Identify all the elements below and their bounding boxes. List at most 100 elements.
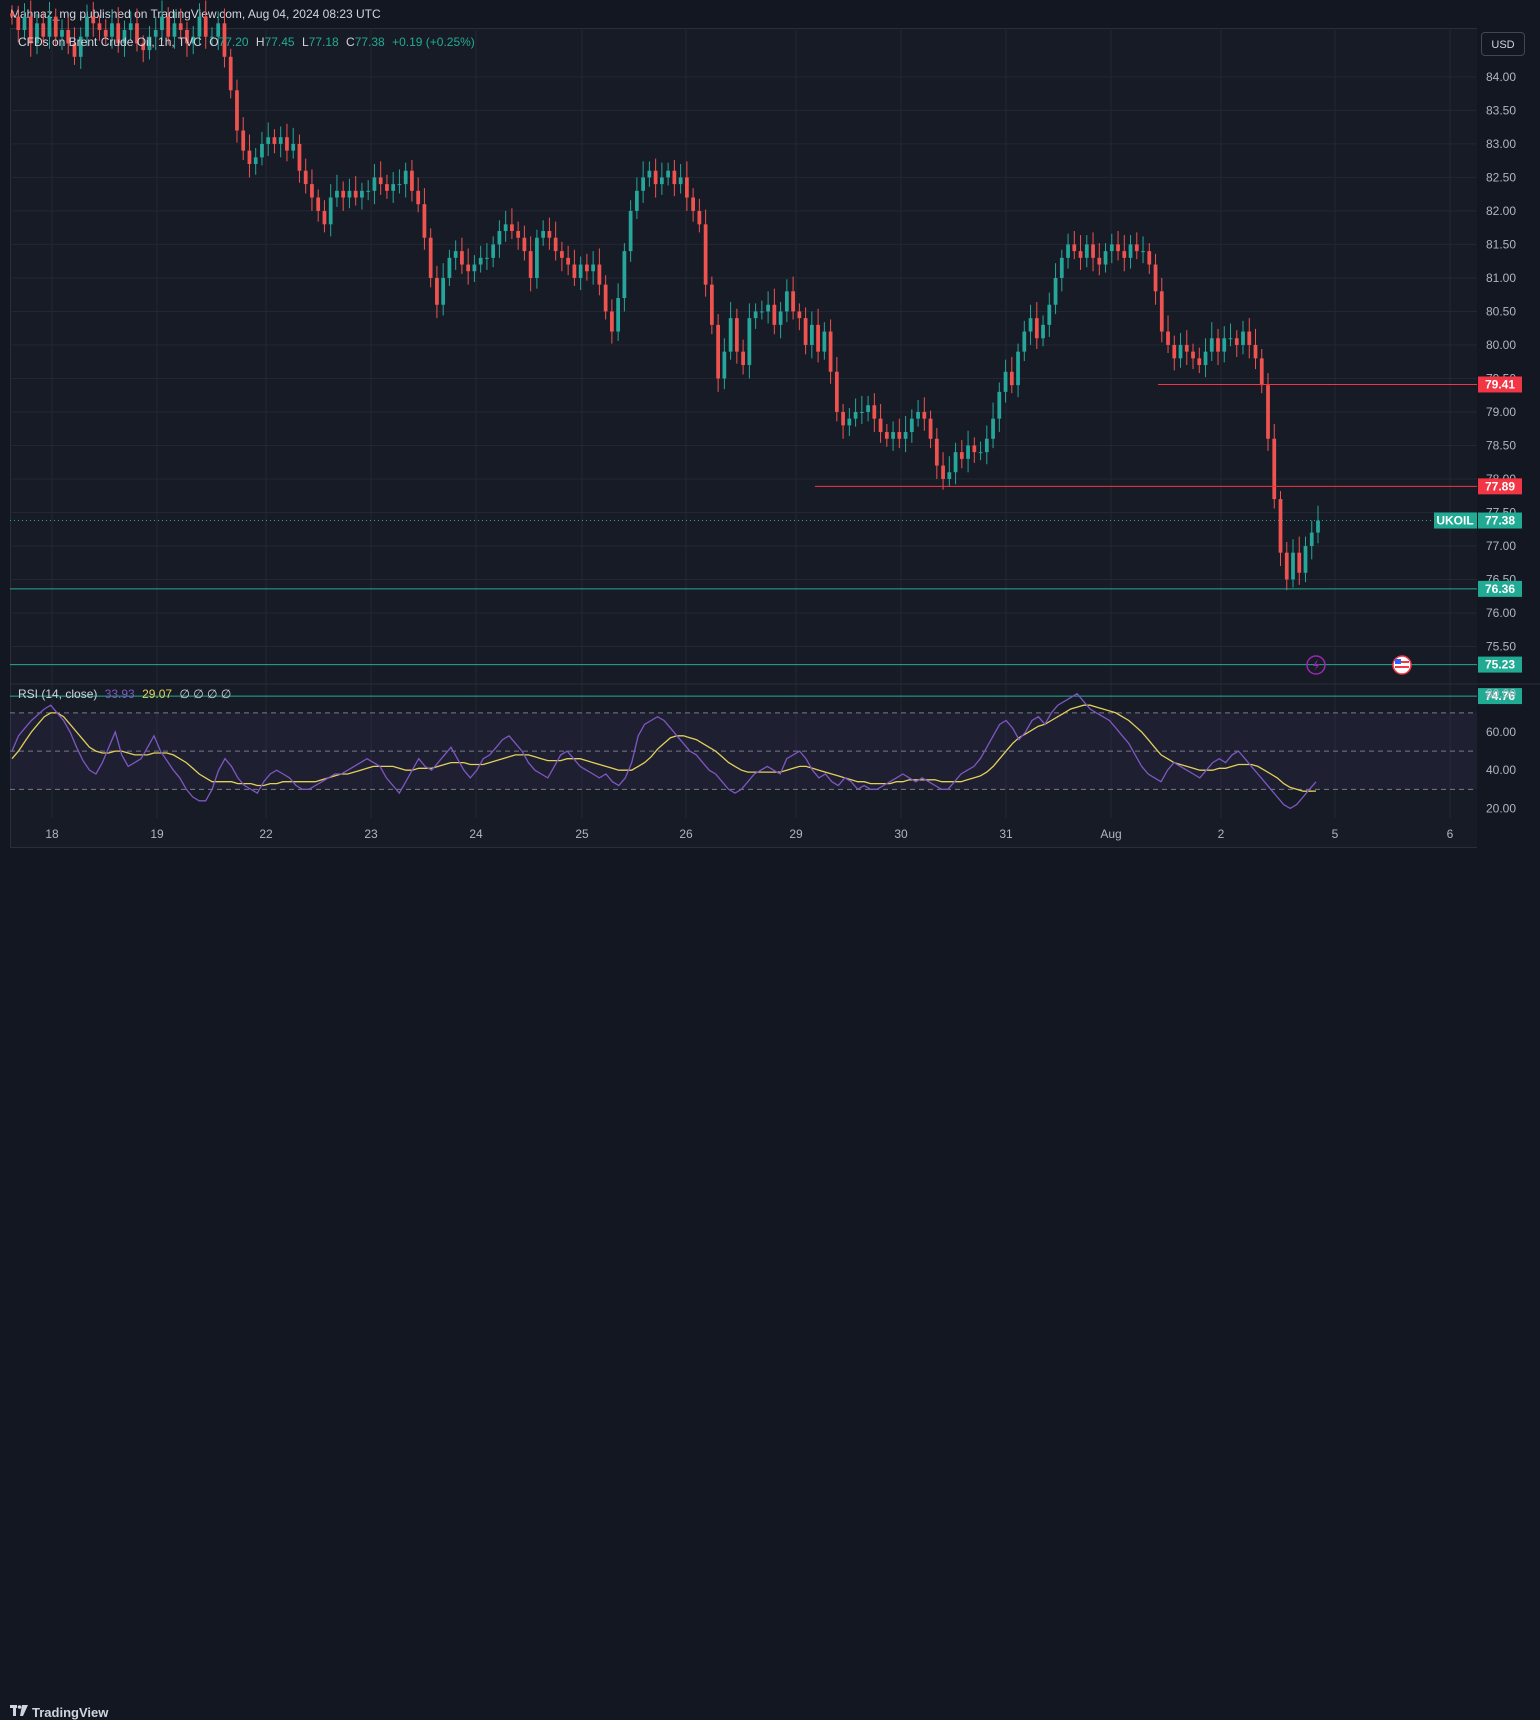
candle xyxy=(897,432,902,439)
candle xyxy=(410,170,414,191)
candle xyxy=(85,16,89,37)
candle xyxy=(959,452,964,459)
candle xyxy=(759,311,764,313)
candle xyxy=(153,30,158,37)
candle xyxy=(1166,331,1170,345)
high-label: H xyxy=(255,35,265,49)
candle xyxy=(453,251,458,258)
candle xyxy=(53,16,58,37)
candle xyxy=(497,231,502,245)
candle xyxy=(834,371,839,412)
candle xyxy=(1122,251,1127,258)
candle xyxy=(397,184,402,186)
y-tick-label: 83.00 xyxy=(1486,137,1516,151)
candle xyxy=(197,16,202,37)
candle xyxy=(709,284,714,325)
candle xyxy=(791,291,795,312)
level-price-label: 75.23 xyxy=(1485,658,1515,672)
y-tick-label: 75.50 xyxy=(1486,639,1516,653)
candle xyxy=(366,190,371,192)
candle xyxy=(116,23,121,44)
currency-button[interactable]: USD xyxy=(1481,32,1525,56)
y-tick-label: 82.50 xyxy=(1486,170,1516,184)
footer-bar: TradingView xyxy=(0,848,1540,1720)
candle xyxy=(984,438,989,453)
symbol-legend: CFDs on Brent Crude Oil, 1h, TVC O77.20 … xyxy=(18,35,479,49)
candle xyxy=(16,16,21,30)
y-tick-label: 77.00 xyxy=(1486,539,1516,553)
candle xyxy=(1034,318,1039,339)
last-price-tag xyxy=(1478,512,1522,529)
candle xyxy=(753,311,758,319)
rsi-title[interactable]: RSI (14, close) xyxy=(18,687,98,701)
candle xyxy=(166,16,171,37)
y-tick-label: 80.50 xyxy=(1486,304,1516,318)
rsi-y-tick-label: 80.00 xyxy=(1486,687,1516,701)
candle xyxy=(322,210,327,225)
candle xyxy=(1241,331,1245,345)
candle xyxy=(572,264,577,278)
candle xyxy=(672,170,677,185)
x-tick-label: 6 xyxy=(1447,827,1454,841)
price-chart[interactable]: 18 19 22 23 24 25 26 29 30 31 Aug 2 5 684.0083.5083.0… xyxy=(0,0,1540,883)
y-tick-label: 84.00 xyxy=(1486,70,1516,84)
publish-info: Mahnaz_mg published on TradingView.com, … xyxy=(10,7,381,21)
candle xyxy=(1153,264,1158,292)
candle xyxy=(1047,304,1052,325)
x-tick-label: 19 xyxy=(150,827,164,841)
x-tick-label: 31 xyxy=(999,827,1013,841)
lightning-icon xyxy=(1306,655,1326,675)
candle xyxy=(553,237,558,252)
candle xyxy=(566,257,571,265)
candle xyxy=(260,143,264,158)
candle xyxy=(335,190,339,198)
chart-pane[interactable] xyxy=(10,28,1477,848)
candle xyxy=(328,197,333,225)
candle xyxy=(291,143,296,151)
symbol-tag xyxy=(1434,512,1477,529)
candle xyxy=(1178,344,1183,359)
x-tick-label: 22 xyxy=(259,827,273,841)
candle xyxy=(297,143,302,171)
candle xyxy=(722,351,727,379)
low-value: 77.18 xyxy=(308,35,339,49)
tradingview-logo[interactable]: TradingView xyxy=(10,1705,108,1720)
candle xyxy=(241,130,246,151)
candle xyxy=(1084,244,1089,258)
candle xyxy=(222,23,227,57)
candle xyxy=(41,23,46,37)
candle xyxy=(1097,257,1102,265)
candle xyxy=(385,184,389,191)
candle xyxy=(966,445,970,459)
candle xyxy=(403,170,408,185)
x-tick-label: 26 xyxy=(679,827,693,841)
rsi-line xyxy=(11,692,1317,810)
candle xyxy=(641,177,646,191)
candle xyxy=(1009,371,1014,386)
candle xyxy=(253,157,258,165)
candle xyxy=(78,36,83,57)
candle xyxy=(684,177,689,198)
candle xyxy=(378,177,383,185)
candle xyxy=(278,137,283,144)
rsi-value: 33.93 xyxy=(104,687,135,701)
candle xyxy=(660,177,664,185)
candle xyxy=(1053,277,1058,305)
candle xyxy=(822,331,827,352)
candle xyxy=(91,16,96,24)
candle xyxy=(72,43,77,57)
candle xyxy=(1253,344,1258,359)
candle xyxy=(1234,338,1239,345)
candle xyxy=(97,23,102,30)
x-tick-label: 5 xyxy=(1332,827,1339,841)
candle xyxy=(1041,324,1045,339)
symbol-title[interactable]: CFDs on Brent Crude Oil, 1h, TVC xyxy=(18,35,202,49)
level-price-tag xyxy=(1478,580,1522,597)
candle xyxy=(622,251,627,299)
candle xyxy=(110,23,114,37)
candle xyxy=(578,264,583,278)
y-tick-label: 81.00 xyxy=(1486,271,1516,285)
candle xyxy=(653,170,658,185)
candle xyxy=(66,30,71,44)
candle xyxy=(1022,331,1027,352)
